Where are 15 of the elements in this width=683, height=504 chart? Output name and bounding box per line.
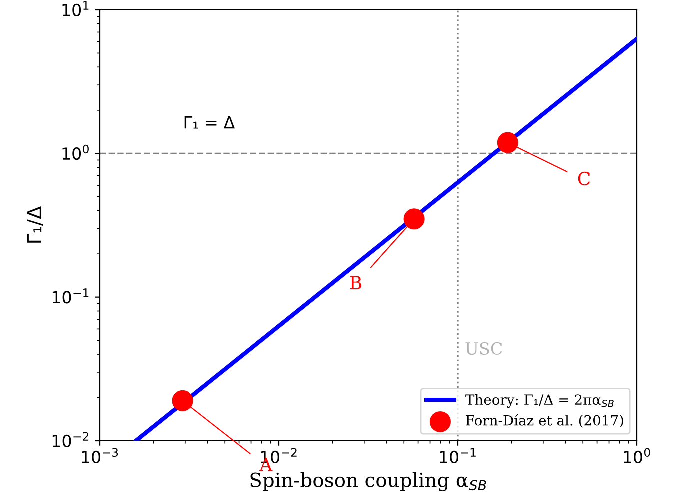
y-tick-label: 10$^{0}$ <box>62 144 89 160</box>
ref-line-label: USC <box>466 342 502 356</box>
ref-line-label: Γ₁ = Δ <box>184 116 236 129</box>
x-axis-title: Spin-boson coupling α$_{SB}$ <box>250 472 486 492</box>
y-tick-label: 10$^{1}$ <box>62 1 89 16</box>
y-tick-label: 10$^{−1}$ <box>52 288 89 304</box>
legend-label: Forn-Díaz et al. (2017) <box>466 414 624 428</box>
x-tick-label: 10$^{−3}$ <box>82 448 118 464</box>
annotation: B <box>350 276 362 290</box>
annotation: C <box>578 172 590 186</box>
y-tick-label: 10$^{−2}$ <box>52 432 89 448</box>
y-axis-title: Γ₁/Δ <box>27 206 44 243</box>
x-tick-label: 10$^{0}$ <box>624 448 650 464</box>
legend-label: Theory: Γ₁/Δ = 2πα$_{SB}$ <box>466 394 614 408</box>
x-tick-label: 10$^{−1}$ <box>440 448 476 464</box>
